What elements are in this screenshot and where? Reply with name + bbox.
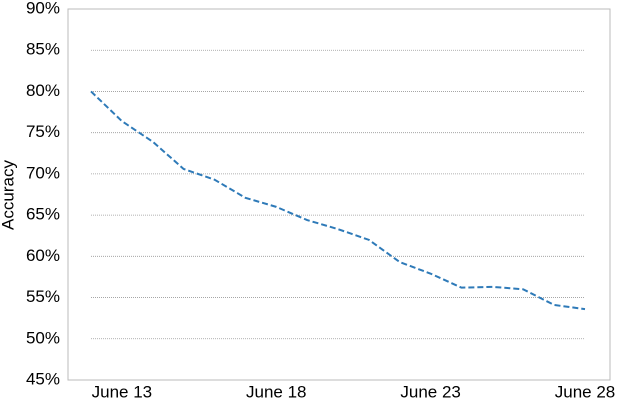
x-tick-label: June 23 — [400, 382, 461, 401]
y-tick-label: 55% — [26, 287, 60, 306]
x-tick-label: June 13 — [92, 382, 153, 401]
y-tick-label: 80% — [26, 81, 60, 100]
x-tick-label: June 18 — [246, 382, 307, 401]
y-tick-label: 60% — [26, 246, 60, 265]
x-tick-label: June 28 — [555, 382, 616, 401]
y-tick-label: 90% — [26, 0, 60, 17]
y-tick-label: 45% — [26, 369, 60, 388]
y-axis-label: Accuracy — [0, 160, 17, 230]
y-tick-label: 75% — [26, 122, 60, 141]
plot-frame — [67, 8, 611, 381]
y-tick-label: 70% — [26, 163, 60, 182]
data-line — [90, 90, 586, 311]
y-tick-label: 50% — [26, 328, 60, 347]
y-tick-label: 85% — [26, 40, 60, 59]
y-tick-label: 65% — [26, 205, 60, 224]
